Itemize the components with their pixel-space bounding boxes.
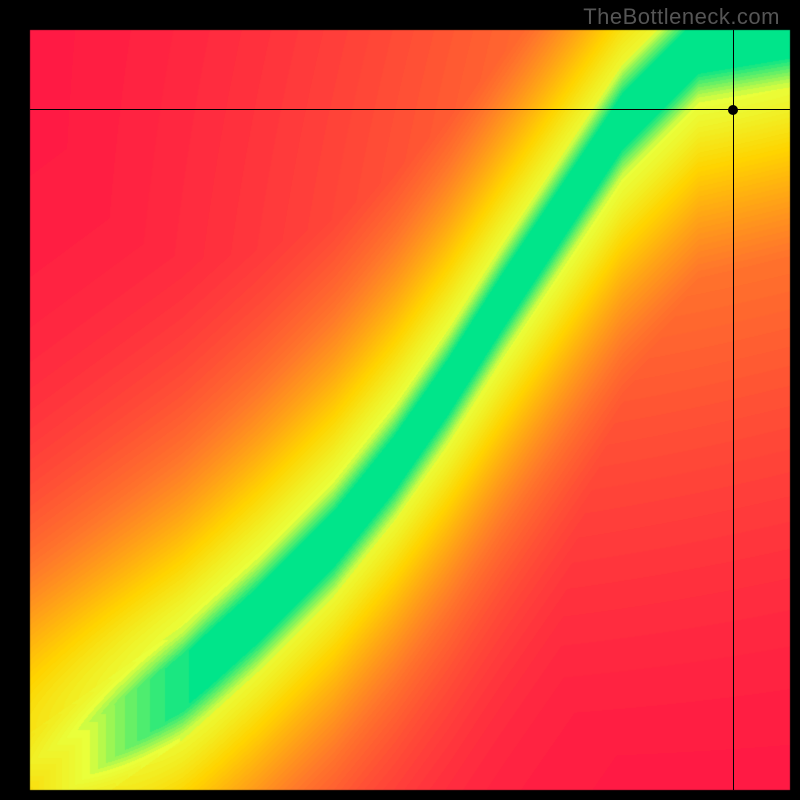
watermark-text: TheBottleneck.com: [583, 4, 780, 30]
chart-container: { "watermark": "TheBottleneck.com", "can…: [0, 0, 800, 800]
bottleneck-heatmap: [0, 0, 800, 800]
crosshair-vertical: [733, 30, 734, 790]
crosshair-horizontal: [30, 109, 790, 110]
crosshair-dot: [728, 105, 738, 115]
